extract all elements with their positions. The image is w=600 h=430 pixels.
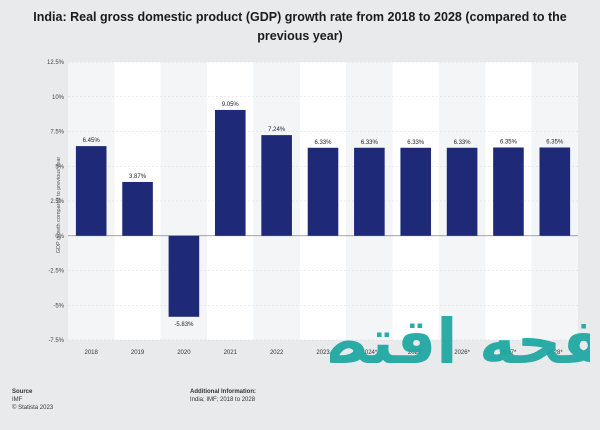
bar-2025* <box>400 147 432 236</box>
x-tick-label: 2018 <box>85 350 99 356</box>
source-label: Source <box>12 389 33 395</box>
x-tick-label: 2020 <box>177 350 191 356</box>
bar-2021 <box>214 109 246 236</box>
x-tick-label: 2027* <box>501 350 517 356</box>
x-tick-label: 2026* <box>454 350 470 356</box>
x-tick-label: 2022 <box>270 350 284 356</box>
info-label: Additional Information: <box>190 389 256 395</box>
bar-2020 <box>168 235 200 317</box>
bar-2024* <box>354 147 385 236</box>
bar-2028* <box>539 147 571 236</box>
watermark-logo: صفحه اقتصاد <box>330 305 590 378</box>
source-note[interactable]: © Statista 2023 <box>12 405 54 411</box>
bar-2027* <box>493 147 524 236</box>
data-label: 6.33% <box>314 140 332 146</box>
bar-2023 <box>307 147 339 236</box>
x-tick-label: 2028* <box>547 350 563 356</box>
watermark-text: صفحه اقتصاد <box>330 305 590 378</box>
x-tick-label: 2019 <box>131 350 145 356</box>
y-tick-label: 5% <box>55 164 64 170</box>
y-tick-label: 10% <box>52 95 65 101</box>
data-label: -5.83% <box>174 322 194 328</box>
data-label: 6.45% <box>83 138 101 144</box>
source-value: IMF <box>12 397 23 403</box>
info-value: India; IMF; 2018 to 2028 <box>190 397 256 403</box>
data-label: 6.33% <box>407 140 425 146</box>
data-label: 6.35% <box>500 139 518 145</box>
x-tick-label: 2025* <box>408 350 424 356</box>
additional-info-block: Additional Information: India; IMF; 2018… <box>190 388 256 404</box>
y-tick-label: -7.5% <box>48 338 64 344</box>
x-tick-label: 2024* <box>362 350 378 356</box>
y-tick-label: -2.5% <box>48 269 64 275</box>
data-label: 9.05% <box>222 102 240 108</box>
y-tick-label: 12.5% <box>47 60 65 66</box>
bar-2026* <box>446 147 478 236</box>
x-tick-label: 2021 <box>224 350 238 356</box>
y-tick-label: 2.5% <box>50 199 64 205</box>
data-label: 6.33% <box>454 140 472 146</box>
data-label: 6.35% <box>546 139 564 145</box>
x-tick-label: 2023 <box>316 350 330 356</box>
bar-2019 <box>122 181 153 236</box>
y-axis-label: GDP growth compared to previous year <box>56 157 62 254</box>
y-tick-label: 7.5% <box>50 130 64 136</box>
data-label: 3.87% <box>129 174 147 180</box>
y-tick-label: -5% <box>53 303 64 309</box>
data-label: 7.24% <box>268 127 286 133</box>
source-block: Source IMF © Statista 2023 <box>12 388 53 412</box>
bar-2018 <box>75 146 107 236</box>
chart-title: India: Real gross domestic product (GDP)… <box>33 10 567 43</box>
data-label: 6.33% <box>361 140 379 146</box>
bar-2022 <box>261 135 292 236</box>
y-tick-label: 0% <box>55 234 64 240</box>
